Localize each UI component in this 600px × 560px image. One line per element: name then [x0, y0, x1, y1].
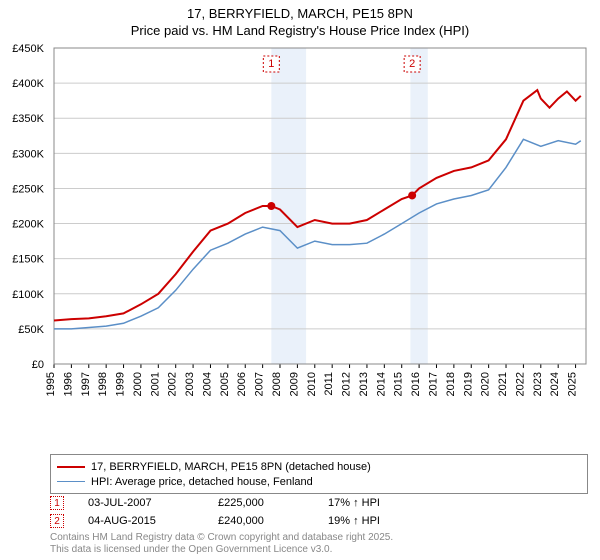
title-address: 17, BERRYFIELD, MARCH, PE15 8PN — [0, 6, 600, 23]
x-tick-label: 1996 — [62, 372, 74, 396]
recession-band — [271, 48, 306, 364]
y-tick-label: £300K — [12, 148, 44, 160]
x-tick-label: 2023 — [532, 372, 544, 396]
x-tick-label: 2017 — [427, 372, 439, 396]
chart-title: 17, BERRYFIELD, MARCH, PE15 8PN Price pa… — [0, 0, 600, 40]
title-subtitle: Price paid vs. HM Land Registry's House … — [0, 23, 600, 40]
legend-row: HPI: Average price, detached house, Fenl… — [57, 474, 581, 489]
x-tick-label: 2007 — [254, 372, 266, 396]
footer: Contains HM Land Registry data © Crown c… — [50, 532, 393, 556]
x-tick-label: 2021 — [497, 372, 509, 396]
transaction-marker: 1 — [50, 496, 64, 510]
x-tick-label: 2020 — [480, 372, 492, 396]
x-tick-label: 1997 — [80, 372, 92, 396]
transactions-table: 1 03-JUL-2007£225,00017% ↑ HPI 2 04-AUG-201… — [50, 494, 448, 530]
x-tick-label: 2019 — [462, 372, 474, 396]
legend: 17, BERRYFIELD, MARCH, PE15 8PN (detache… — [50, 454, 588, 494]
transaction-diff: 17% ↑ HPI — [328, 497, 448, 509]
transaction-price: £225,000 — [218, 497, 328, 509]
x-tick-label: 2018 — [445, 372, 457, 396]
y-tick-label: £50K — [18, 324, 44, 336]
x-tick-label: 2009 — [288, 372, 300, 396]
x-tick-label: 2004 — [201, 372, 213, 396]
y-tick-label: £350K — [12, 113, 44, 125]
transaction-row: 1 03-JUL-2007£225,00017% ↑ HPI — [50, 494, 448, 512]
recession-band — [410, 48, 427, 364]
y-tick-label: £250K — [12, 183, 44, 195]
transaction-diff: 19% ↑ HPI — [328, 515, 448, 527]
x-tick-label: 2014 — [375, 372, 387, 396]
x-tick-label: 2015 — [393, 372, 405, 396]
series-hpi — [54, 139, 581, 329]
y-tick-label: £200K — [12, 219, 44, 231]
x-tick-label: 2022 — [514, 372, 526, 396]
sale-marker-number: 2 — [409, 58, 415, 70]
y-tick-label: £100K — [12, 289, 44, 301]
transaction-row: 2 04-AUG-2015£240,00019% ↑ HPI — [50, 512, 448, 530]
x-tick-label: 2000 — [132, 372, 144, 396]
x-tick-label: 2010 — [306, 372, 318, 396]
x-tick-label: 2013 — [358, 372, 370, 396]
x-tick-label: 2011 — [323, 372, 335, 396]
x-tick-label: 2003 — [184, 372, 196, 396]
x-tick-label: 2005 — [219, 372, 231, 396]
transaction-date: 04-AUG-2015 — [88, 515, 218, 527]
plot-border — [54, 48, 586, 364]
legend-swatch — [57, 466, 85, 468]
legend-label: 17, BERRYFIELD, MARCH, PE15 8PN (detache… — [91, 461, 371, 473]
x-tick-label: 2024 — [549, 372, 561, 396]
transaction-price: £240,000 — [218, 515, 328, 527]
x-tick-label: 2006 — [236, 372, 248, 396]
x-tick-label: 2012 — [341, 372, 353, 396]
y-tick-label: £150K — [12, 254, 44, 266]
legend-label: HPI: Average price, detached house, Fenl… — [91, 476, 313, 488]
series-property — [54, 90, 581, 320]
transaction-marker: 2 — [50, 514, 64, 528]
x-tick-label: 1998 — [97, 372, 109, 396]
x-tick-label: 2002 — [167, 372, 179, 396]
x-tick-label: 2001 — [149, 372, 161, 396]
sale-marker-dot — [267, 202, 275, 210]
x-tick-label: 2008 — [271, 372, 283, 396]
legend-swatch — [57, 481, 85, 483]
legend-row: 17, BERRYFIELD, MARCH, PE15 8PN (detache… — [57, 459, 581, 474]
y-tick-label: £0 — [32, 359, 44, 371]
y-tick-label: £450K — [12, 43, 44, 55]
x-tick-label: 2016 — [410, 372, 422, 396]
footer-line2: This data is licensed under the Open Gov… — [50, 544, 393, 556]
sale-marker-dot — [408, 191, 416, 199]
transaction-date: 03-JUL-2007 — [88, 497, 218, 509]
x-tick-label: 2025 — [567, 372, 579, 396]
chart: £0£50K£100K£150K£200K£250K£300K£350K£400… — [50, 44, 590, 414]
x-tick-label: 1999 — [115, 372, 127, 396]
footer-line1: Contains HM Land Registry data © Crown c… — [50, 532, 393, 544]
x-tick-label: 1995 — [45, 372, 57, 396]
sale-marker-number: 1 — [268, 58, 274, 70]
y-tick-label: £400K — [12, 78, 44, 90]
